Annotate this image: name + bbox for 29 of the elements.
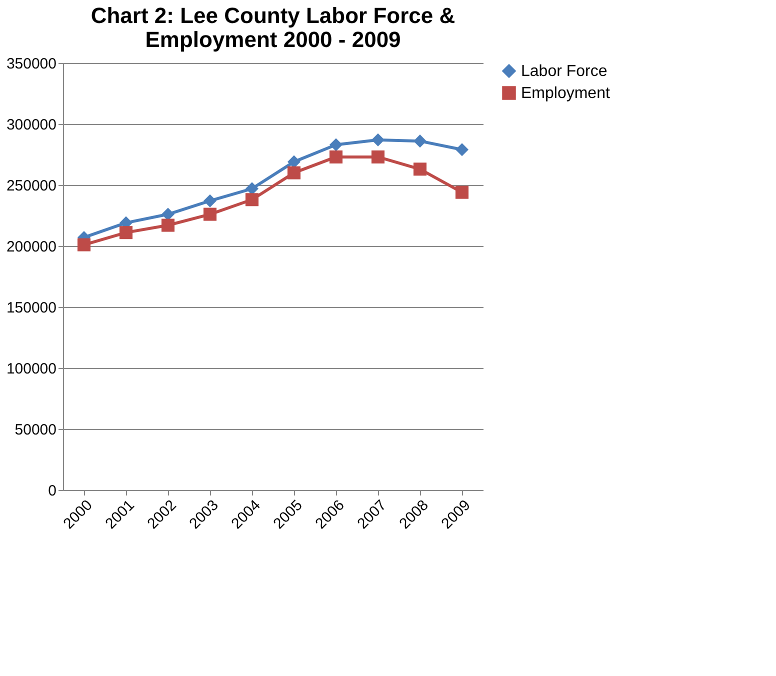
point xyxy=(329,150,343,164)
point xyxy=(287,166,301,180)
y-tick-label: 350000 xyxy=(6,56,56,72)
point xyxy=(413,162,427,176)
point xyxy=(161,208,175,221)
point xyxy=(203,194,217,208)
y-tick-label: 100000 xyxy=(6,360,56,378)
point xyxy=(329,138,343,152)
legend-label: Labor Force xyxy=(521,63,608,80)
legend-label: Employment xyxy=(521,85,610,102)
y-tick-label: 250000 xyxy=(6,178,56,194)
point xyxy=(77,238,91,252)
point xyxy=(455,143,469,156)
point xyxy=(413,134,427,148)
y-tick-label: 300000 xyxy=(6,116,56,134)
y-tick-label: 0 xyxy=(48,482,56,500)
point xyxy=(455,186,469,199)
y-tick-label: 50000 xyxy=(14,422,56,438)
y-tick-label: 200000 xyxy=(6,238,56,256)
point xyxy=(371,133,385,146)
point xyxy=(371,150,385,164)
point xyxy=(287,155,301,168)
y-tick-label: 150000 xyxy=(6,300,56,316)
chart-title: Chart 2: Lee County Labor Force & Employment 2000 - 2009 xyxy=(90,3,456,52)
point xyxy=(119,226,133,240)
point xyxy=(245,193,259,206)
point xyxy=(245,182,259,196)
point xyxy=(161,218,175,232)
point xyxy=(203,208,217,221)
